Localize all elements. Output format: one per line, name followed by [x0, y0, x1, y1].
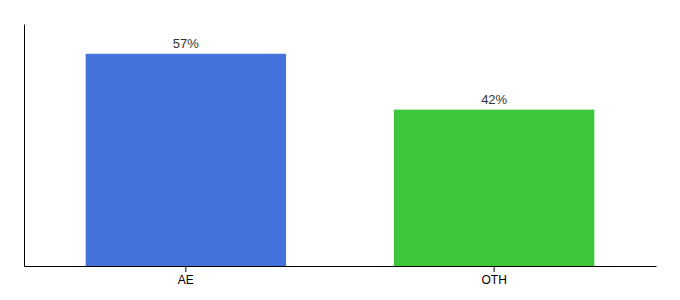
bars: [86, 54, 595, 266]
y-axis-line: [24, 25, 25, 267]
x-tick-label: AE: [178, 273, 194, 287]
x-tick: AE: [178, 266, 194, 287]
chart-svg: AE OTH 57% 42%: [0, 0, 680, 300]
data-labels: 57% 42%: [173, 36, 508, 107]
x-tick: OTH: [481, 266, 506, 287]
x-tick-label: OTH: [481, 273, 506, 287]
y-axis: [24, 25, 25, 267]
bar: [394, 110, 594, 266]
plot: AE OTH 57% 42%: [25, 25, 657, 287]
chart-container: AE OTH 57% 42%: [0, 0, 680, 300]
data-label: 57%: [173, 36, 199, 51]
x-tick-mark: [185, 266, 186, 272]
x-axis: AE OTH: [25, 266, 657, 287]
data-label: 42%: [481, 92, 507, 107]
x-tick-mark: [494, 266, 495, 272]
bar: [86, 54, 286, 266]
x-axis-line: [25, 266, 657, 267]
